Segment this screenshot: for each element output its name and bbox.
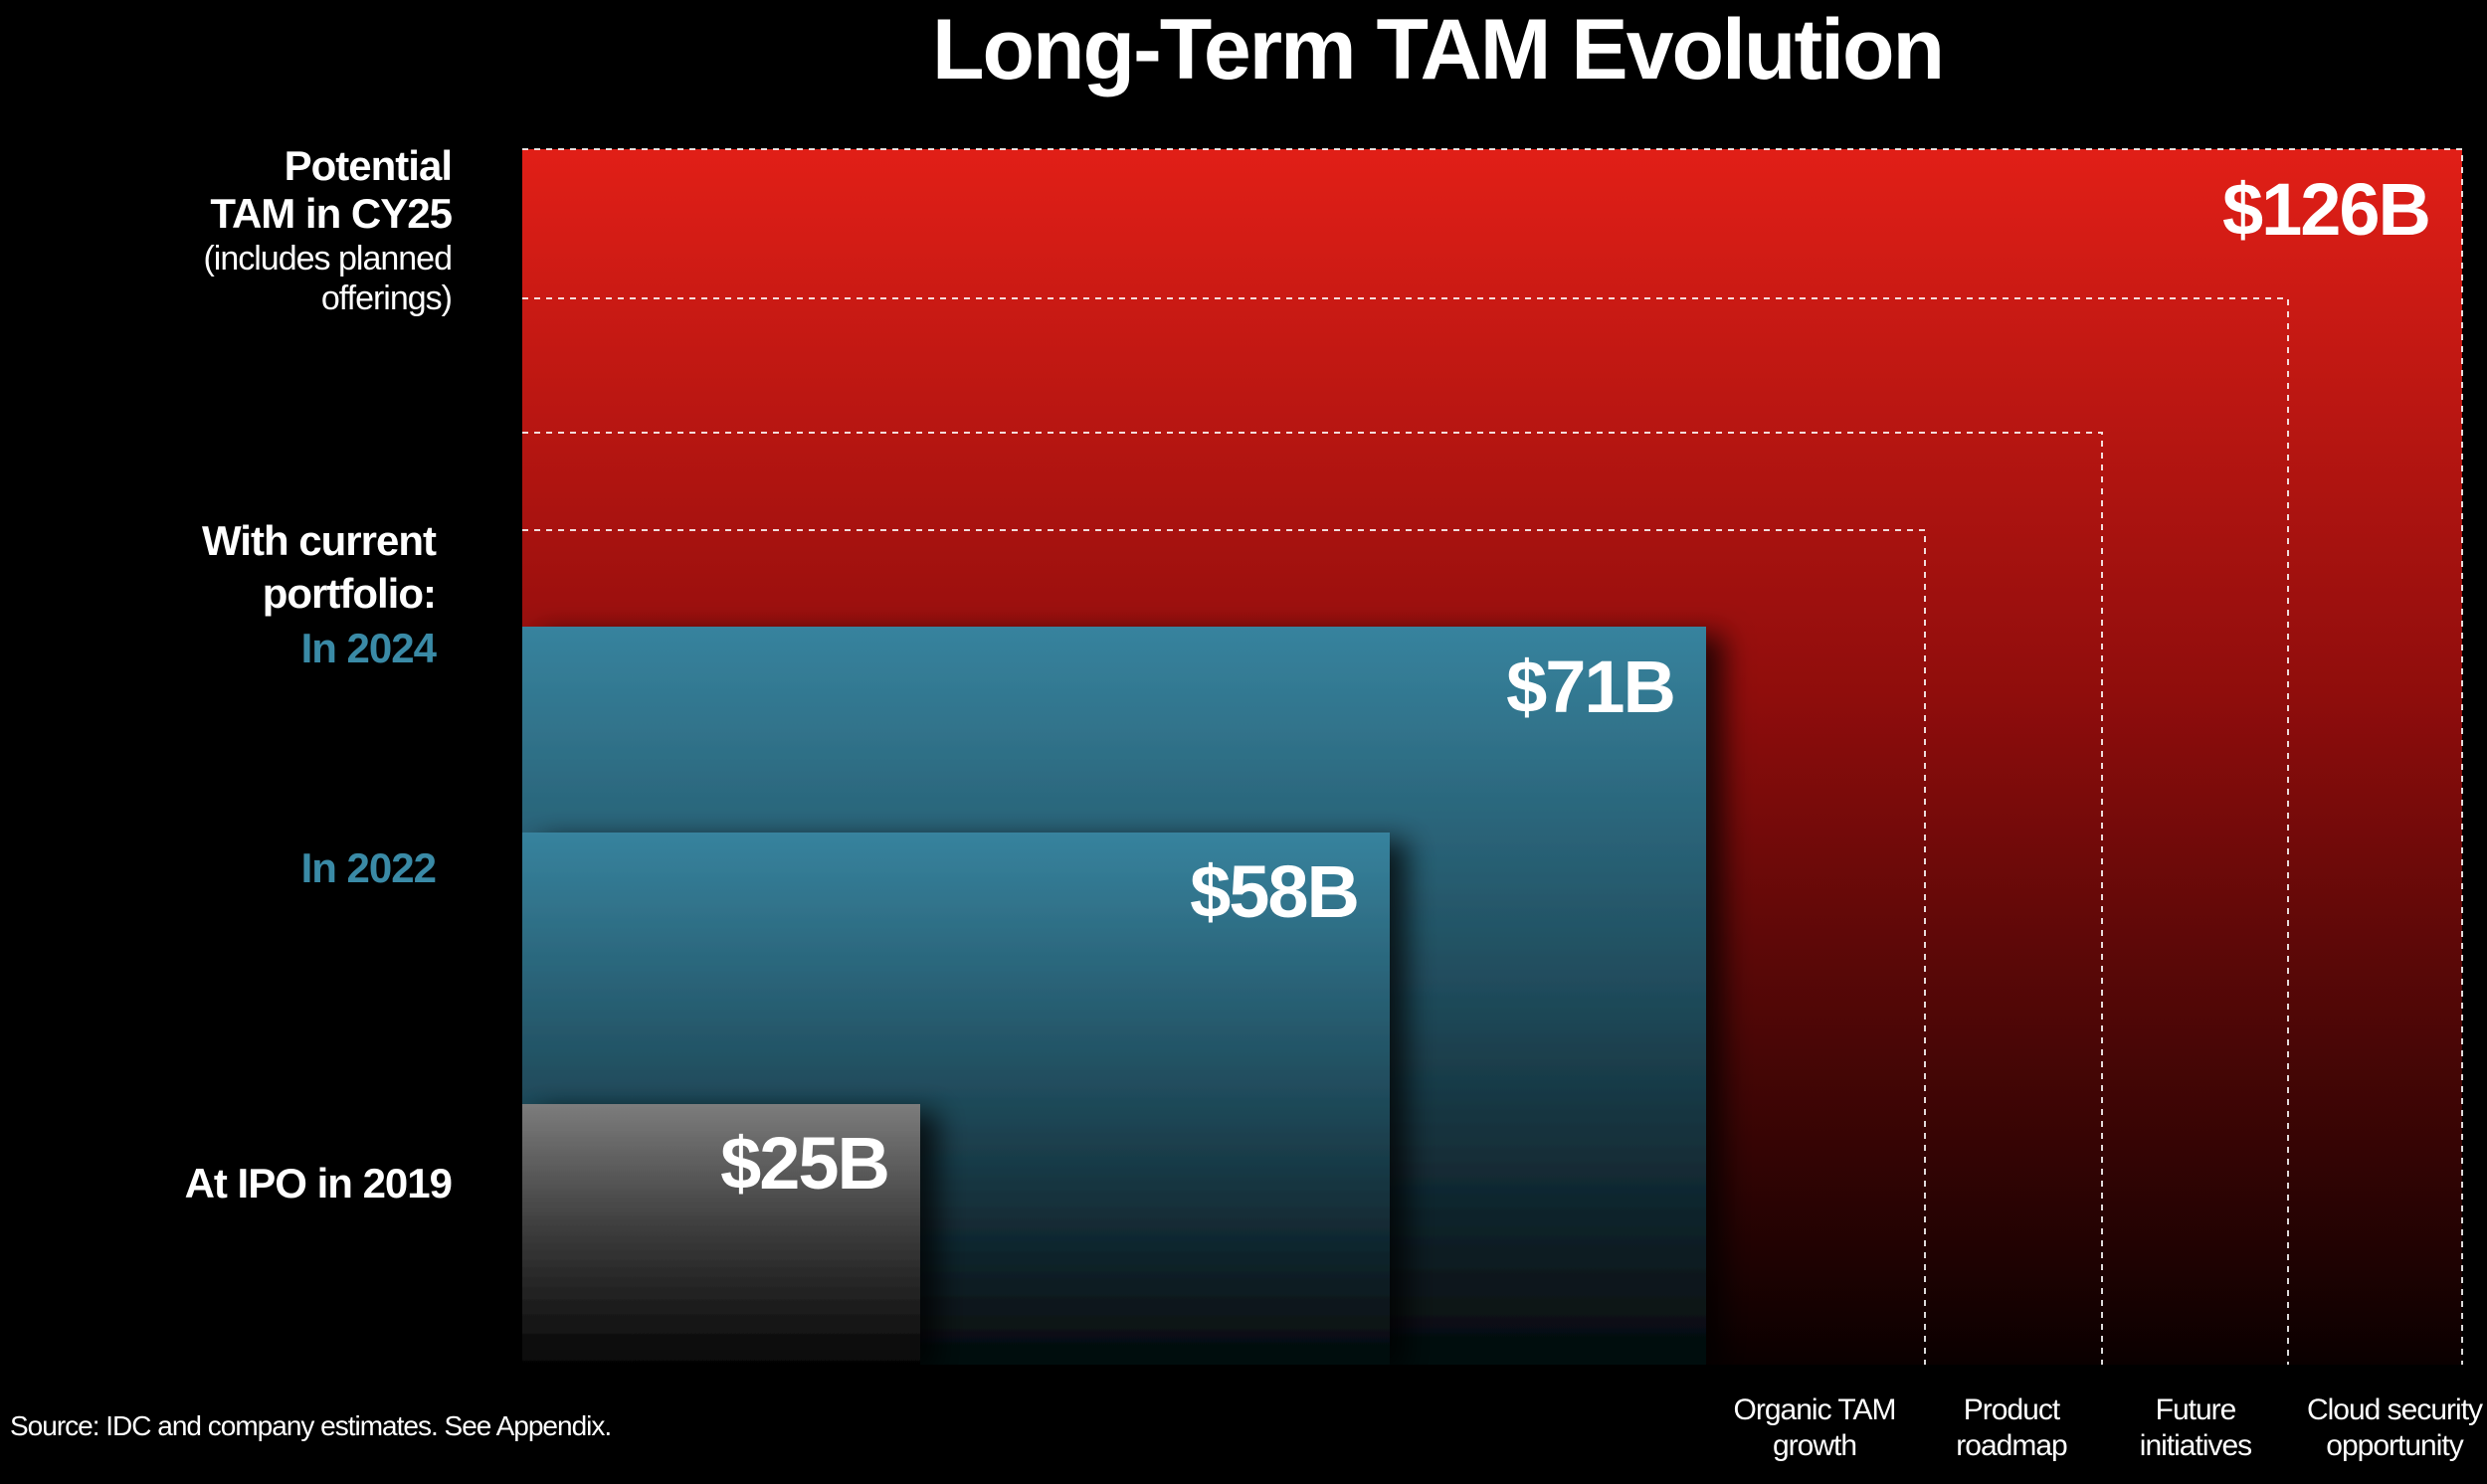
value-label-25b: $25B: [720, 1122, 888, 1205]
value-label-71b: $71B: [1506, 646, 1674, 728]
series-label-2024: In 2024: [300, 625, 437, 671]
value-label-58b: $58B: [1190, 850, 1358, 933]
boundary-cloud-security: [522, 148, 2463, 1365]
chart-title: Long-Term TAM Evolution: [931, 2, 1945, 97]
value-label-126b: $126B: [2222, 168, 2429, 251]
category-label-cloud-security: Cloud security opportunity: [2306, 1393, 2483, 1462]
category-label-product-roadmap: Product roadmap: [1956, 1393, 2067, 1462]
potential-tam-label: Potential TAM in CY25 (includes planned …: [183, 142, 453, 319]
source-note: Source: IDC and company estimates. See A…: [10, 1410, 612, 1441]
tam-ipo-area: [522, 1104, 920, 1365]
boundary-product-roadmap: [522, 432, 2103, 1365]
boundary-future-initiatives: [522, 297, 2289, 1365]
potential-tam-title: Potential TAM in CY25: [210, 142, 453, 238]
series-label-ipo: At IPO in 2019: [184, 1160, 453, 1206]
category-label-future-initiatives: Future initiatives: [2139, 1393, 2252, 1462]
current-portfolio-label: With current portfolio:: [202, 517, 437, 617]
series-label-2022: In 2022: [300, 844, 437, 891]
category-label-organic-tam-growth: Organic TAM growth: [1733, 1393, 1897, 1462]
potential-tam-sublabel: (includes planned offerings): [203, 239, 453, 318]
component-boundaries: [522, 148, 2463, 1365]
boundary-organic-growth: [522, 529, 1926, 1365]
